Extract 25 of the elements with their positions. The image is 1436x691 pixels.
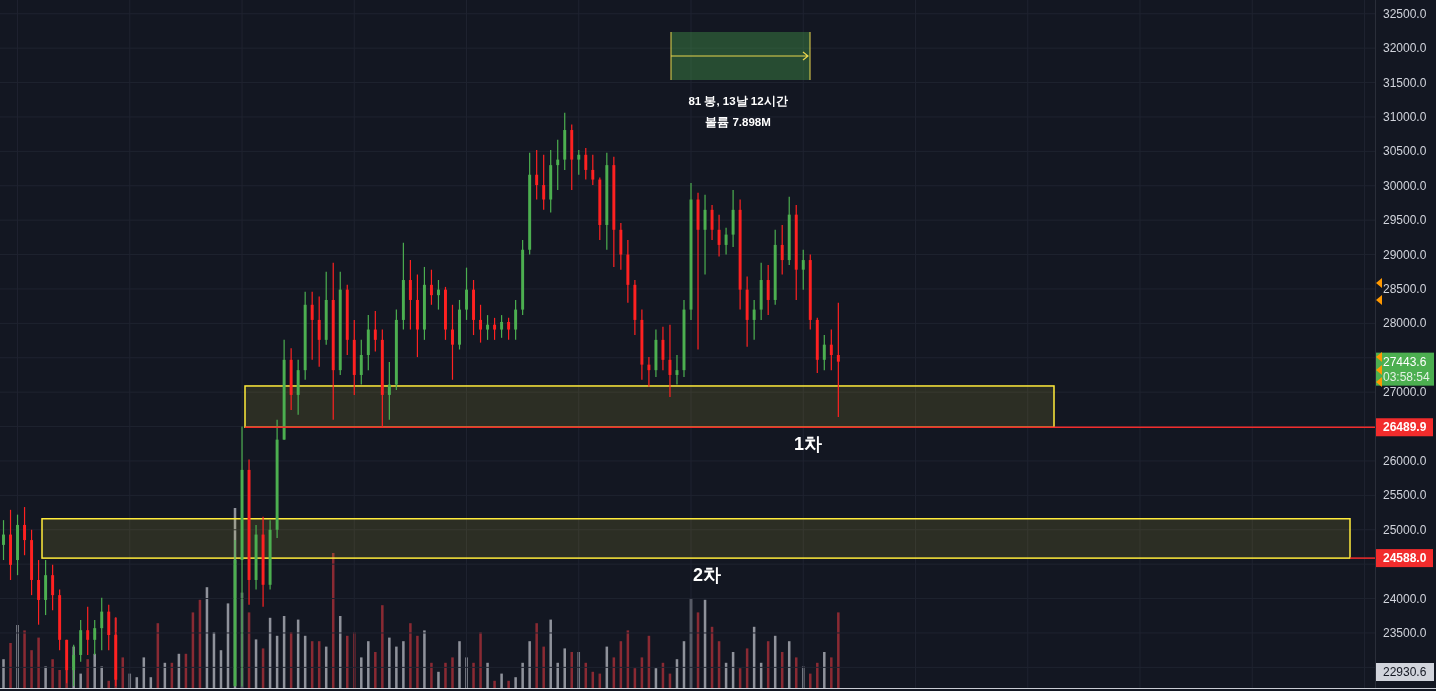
- y-tick-label: 25500.0: [1383, 488, 1427, 503]
- y-tick-label: 30500.0: [1383, 144, 1427, 159]
- y-tick-label: 32500.0: [1383, 6, 1427, 21]
- y-tick-label: 23500.0: [1383, 625, 1427, 640]
- band-label: 1차: [793, 434, 823, 455]
- y-tick-label: 32000.0: [1383, 41, 1427, 56]
- y-tick-label: 24000.0: [1383, 591, 1427, 606]
- band-label: 2차: [692, 565, 722, 586]
- ref-line-label: 24588.0: [1383, 551, 1427, 566]
- ref-line-label: 26489.9: [1383, 420, 1427, 435]
- y-tick-label: 31000.0: [1383, 109, 1427, 124]
- y-tick-label: 31500.0: [1383, 75, 1427, 90]
- y-tick-label: 27000.0: [1383, 385, 1427, 400]
- text: 03:58:54: [1383, 369, 1431, 384]
- annotation: 볼륨 7.898M: [705, 116, 771, 129]
- y-tick-label: 29000.0: [1383, 247, 1427, 262]
- y-tick-label: 26000.0: [1383, 453, 1427, 468]
- annotation: 81 봉, 13날 12시간: [688, 95, 788, 107]
- y-tick-label: 29500.0: [1383, 213, 1427, 228]
- text: 27443.6: [1383, 354, 1427, 369]
- text: 22930.6: [1383, 665, 1427, 679]
- y-tick-label: 25000.0: [1383, 522, 1427, 537]
- y-tick-label: 30000.0: [1383, 178, 1427, 193]
- y-tick-label: 28000.0: [1383, 316, 1427, 331]
- y-tick-label: 28500.0: [1383, 281, 1427, 296]
